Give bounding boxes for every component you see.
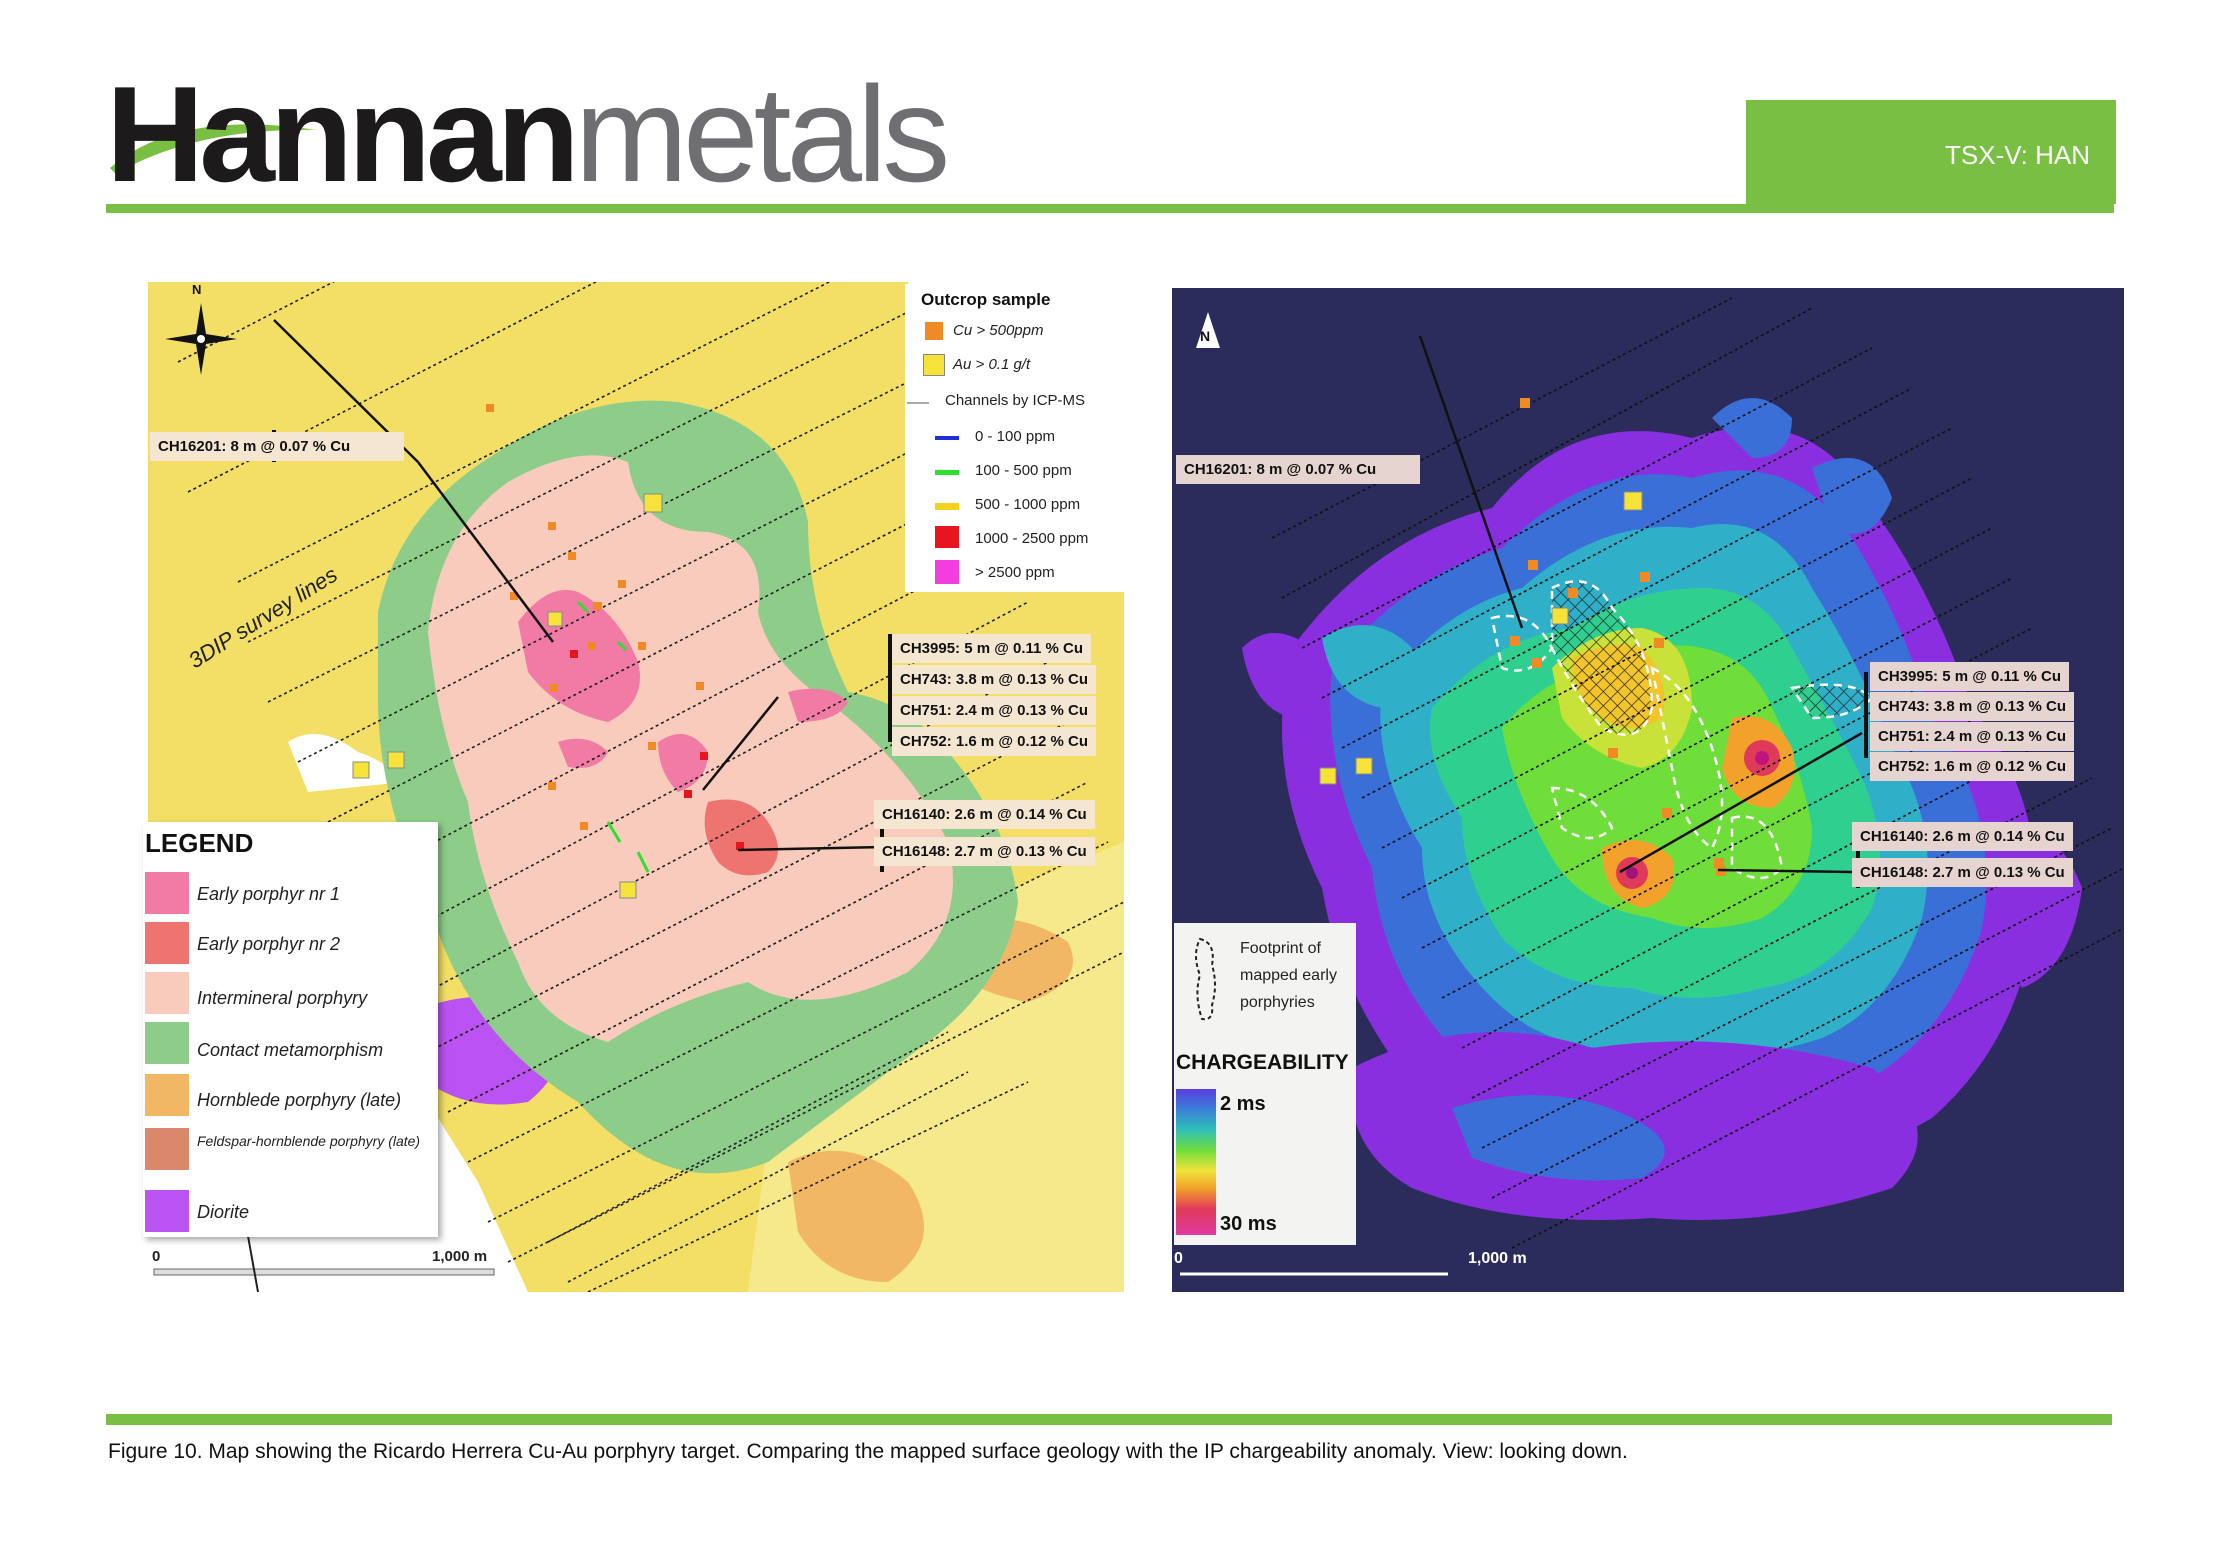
ticker-text: TSX-V: HAN xyxy=(1945,140,2090,170)
callout-ch743-right: CH743: 3.8 m @ 0.13 % Cu xyxy=(1870,692,2075,721)
north-arrow-icon xyxy=(1196,312,1220,348)
range-label-4: > 2500 ppm xyxy=(975,564,1055,581)
chargeability-legend: Footprint of mapped early porphyries CHA… xyxy=(1174,923,1356,1245)
range-label-1: 100 - 500 ppm xyxy=(975,462,1072,479)
geology-map-canvas xyxy=(148,282,1124,1292)
map-north-label: N xyxy=(192,282,202,297)
chargeability-max-label: 30 ms xyxy=(1220,1213,1277,1235)
legend-label: Hornblede porphyry (late) xyxy=(197,1090,402,1110)
scale-end-label: 1,000 m xyxy=(1468,1250,1527,1267)
footprint-icon xyxy=(1195,937,1216,1021)
channels-label: Channels by ICP-MS xyxy=(945,392,1086,409)
footer-rule xyxy=(106,1414,2112,1425)
channels-line-icon xyxy=(907,402,929,404)
legend-label: Intermineral porphyry xyxy=(197,988,368,1008)
legend-label: Early porphyr nr 2 xyxy=(197,934,341,954)
scale-bar xyxy=(153,1268,495,1276)
logo-swoosh xyxy=(110,124,316,174)
outcrop-samples xyxy=(352,404,744,899)
range-label-0: 0 - 100 ppm xyxy=(975,428,1056,445)
legend-item-early-porphyr-2: Early porphyr nr 2 xyxy=(145,922,435,966)
legend-swatch xyxy=(145,1128,189,1170)
legend-swatch xyxy=(145,1022,189,1064)
header-rule xyxy=(106,204,2114,213)
range-swatch-1 xyxy=(935,470,959,475)
range-swatch-3 xyxy=(935,526,959,548)
callout-ch743-left: CH743: 3.8 m @ 0.13 % Cu xyxy=(892,665,1097,694)
au-swatch xyxy=(923,354,945,376)
chargeability-map-canvas xyxy=(1180,297,2124,1276)
legend-swatch xyxy=(145,1190,189,1232)
geology-legend: LEGEND Early porphyr nr 1 Early porphyr … xyxy=(143,822,438,1237)
legend-swatch xyxy=(145,972,189,1014)
scale-start-label: 0 xyxy=(1174,1250,1183,1267)
outcrop-title: Outcrop sample xyxy=(921,290,1051,309)
callout-ch752-right: CH752: 1.6 m @ 0.12 % Cu xyxy=(1870,752,2075,781)
chargeability-min-label: 2 ms xyxy=(1220,1093,1266,1115)
legend-item-diorite: Diorite xyxy=(145,1190,435,1234)
legend-swatch xyxy=(145,1074,189,1116)
legend-item-contact: Contact metamorphism xyxy=(145,1022,435,1066)
ticker-banner: TSX-V: HAN xyxy=(1746,100,2116,204)
legend-item-early-porphyr-1: Early porphyr nr 1 xyxy=(145,872,435,916)
legend-label: Diorite xyxy=(197,1202,250,1222)
legend-item-hornblende: Hornblede porphyry (late) xyxy=(145,1074,435,1118)
figure-caption: Figure 10. Map showing the Ricardo Herre… xyxy=(108,1440,1628,1463)
legend-swatch xyxy=(145,922,189,964)
callout-ch3995-right: CH3995: 5 m @ 0.11 % Cu xyxy=(1870,662,2070,691)
legend-title: LEGEND xyxy=(145,828,254,858)
cu-swatch xyxy=(925,322,943,340)
callout-ch16201-left: CH16201: 8 m @ 0.07 % Cu xyxy=(150,432,404,461)
legend-swatch xyxy=(145,872,189,914)
legend-label: Contact metamorphism xyxy=(197,1040,384,1060)
callout-ch16140-right: CH16140: 2.6 m @ 0.14 % Cu xyxy=(1852,822,2073,851)
brand-bold: Hannan xyxy=(106,58,580,210)
map-north-label: N xyxy=(1200,328,1211,344)
range-label-3: 1000 - 2500 ppm xyxy=(975,530,1089,547)
callout-ch16148-right: CH16148: 2.7 m @ 0.13 % Cu xyxy=(1852,858,2073,887)
cu-label: Cu > 500ppm xyxy=(953,322,1044,339)
range-swatch-4 xyxy=(935,560,959,584)
outcrop-legend: Outcrop sample Cu > 500ppm Au > 0.1 g/t … xyxy=(905,284,1127,592)
north-arrow-star-icon xyxy=(165,303,237,375)
brand-logo: Hannanmetals xyxy=(106,66,950,202)
au-label: Au > 0.1 g/t xyxy=(953,356,1031,373)
range-swatch-2 xyxy=(935,503,959,510)
callout-ch751-left: CH751: 2.4 m @ 0.13 % Cu xyxy=(892,696,1097,725)
chargeability-title: CHARGEABILITY xyxy=(1176,1051,1349,1074)
callout-ch751-right: CH751: 2.4 m @ 0.13 % Cu xyxy=(1870,722,2075,751)
scale-start-label: 0 xyxy=(152,1248,161,1265)
callout-ch16201-right: CH16201: 8 m @ 0.07 % Cu xyxy=(1176,455,1420,484)
callout-ch3995-left: CH3995: 5 m @ 0.11 % Cu xyxy=(892,634,1092,663)
legend-label: Feldspar-hornblende porphyry (late) xyxy=(197,1133,421,1149)
callout-ch16140-left: CH16140: 2.6 m @ 0.14 % Cu xyxy=(874,800,1095,829)
legend-item-intermineral: Intermineral porphyry xyxy=(145,972,435,1016)
callout-ch16148-left: CH16148: 2.7 m @ 0.13 % Cu xyxy=(874,837,1095,866)
range-swatch-0 xyxy=(935,436,959,440)
legend-label: Early porphyr nr 1 xyxy=(197,884,341,904)
chargeability-color-ramp xyxy=(1176,1089,1216,1235)
legend-item-feldspar: Feldspar-hornblende porphyry (late) xyxy=(145,1122,435,1182)
scale-end-label: 1,000 m xyxy=(432,1248,488,1265)
footprint-label: Footprint of mapped early porphyries xyxy=(1240,940,1337,1011)
range-label-2: 500 - 1000 ppm xyxy=(975,496,1081,513)
callout-ch752-left: CH752: 1.6 m @ 0.12 % Cu xyxy=(892,727,1097,756)
brand-light: metals xyxy=(574,58,951,210)
